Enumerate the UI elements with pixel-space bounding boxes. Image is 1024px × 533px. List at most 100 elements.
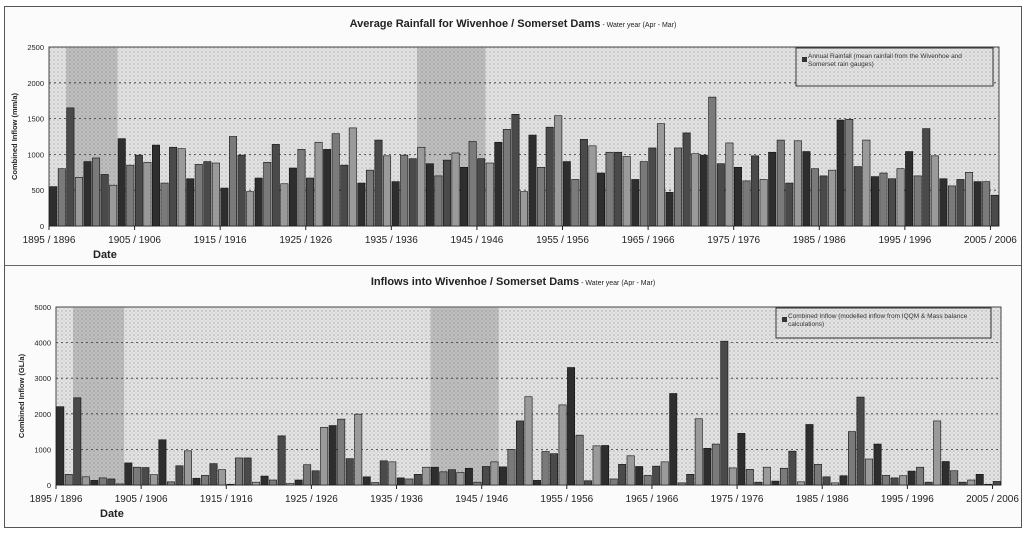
x-tick-label: 1895 / 1896 [30, 494, 83, 505]
bar-1982 [793, 140, 802, 227]
bar-1966 [656, 123, 665, 227]
bar-1968 [677, 482, 686, 486]
bar-2005 [990, 194, 999, 227]
bar-1955 [567, 367, 576, 486]
bar-1959 [597, 172, 606, 227]
bar-1923 [294, 479, 303, 486]
bar-1909 [175, 465, 184, 486]
bar-1927 [323, 149, 332, 227]
x-tick-label: 1915 / 1916 [194, 235, 247, 246]
x-axis-label: Date [93, 249, 117, 261]
bar-1918 [252, 481, 261, 486]
bar-1956 [575, 434, 584, 486]
bar-1926 [320, 427, 329, 486]
chart-subtitle: - Water year (Apr - Mar) [600, 22, 676, 29]
bar-2003 [973, 181, 982, 227]
bar-2004 [984, 483, 993, 486]
bar-1992 [882, 475, 891, 486]
bar-1960 [609, 478, 618, 486]
bar-1996 [916, 466, 925, 486]
bar-1930 [354, 413, 363, 486]
y-tick-label: 1000 [34, 445, 51, 454]
bar-1972 [711, 443, 720, 486]
bar-1933 [379, 460, 388, 486]
bar-1979 [771, 480, 780, 486]
bar-1999 [939, 178, 948, 227]
bar-1967 [665, 192, 674, 227]
bar-1969 [686, 474, 695, 486]
bar-2003 [975, 474, 984, 486]
bar-1945 [477, 158, 486, 227]
bar-1934 [383, 155, 392, 227]
chart-title-main: Inflows into Wivenhoe / Somerset Dams [371, 276, 579, 288]
bar-1995 [905, 151, 914, 227]
bar-1977 [754, 481, 763, 486]
bar-1952 [541, 451, 550, 486]
bar-1915 [220, 187, 229, 227]
bar-1998 [930, 155, 939, 227]
bar-1973 [716, 163, 725, 227]
inflow-chart: 0 1000 2000 3000 4000 5000 1895 / 1896 1905 / 1… [17, 276, 1019, 520]
x-tick-label: 1955 / 1956 [540, 494, 593, 505]
bar-1951 [533, 480, 541, 486]
x-tick-label: 1925 / 1926 [285, 494, 338, 505]
bar-1957 [579, 139, 588, 227]
bar-1992 [879, 172, 888, 227]
bar-1998 [933, 420, 942, 486]
bar-1969 [682, 132, 691, 227]
y-axis-label: Combined Inflow (mm/a) [10, 92, 19, 180]
bar-1946 [485, 162, 494, 227]
bar-1945 [481, 466, 490, 486]
bar-1925 [311, 470, 320, 486]
bar-1987 [839, 475, 848, 486]
bar-1963 [631, 179, 640, 227]
bar-1928 [337, 418, 346, 486]
bar-1981 [785, 182, 794, 227]
bar-1910 [177, 148, 186, 227]
bar-1918 [246, 191, 255, 227]
bar-1899 [83, 161, 92, 227]
bar-1912 [201, 475, 209, 486]
panel-divider [5, 265, 1021, 266]
bar-1994 [899, 475, 908, 486]
legend-label: Combined Inflow (modelled inflow from IQ… [788, 313, 968, 328]
bar-1997 [922, 128, 931, 227]
legend-text-wrap: Combined Inflow (modelled inflow from IQ… [788, 313, 968, 328]
bar-1907 [158, 439, 167, 486]
bar-1927 [328, 425, 337, 486]
bar-1958 [592, 445, 601, 486]
legend-swatch [802, 57, 807, 62]
bar-1964 [639, 161, 648, 227]
y-tick-label: 3000 [34, 374, 51, 383]
bar-1970 [691, 153, 700, 227]
figure-frame: 0 500 1000 1500 2000 2500 1895 / 1896 1905 / 19… [4, 6, 1022, 528]
bar-1895 [56, 406, 65, 486]
bar-1974 [725, 142, 734, 227]
bar-1919 [254, 177, 263, 227]
bar-1920 [269, 479, 278, 486]
bar-1984 [814, 464, 822, 486]
bar-1909 [169, 146, 178, 227]
bar-1960 [605, 151, 614, 227]
bar-1904 [126, 164, 135, 227]
y-axis-label: Combined Inflow (GL/a) [17, 353, 26, 438]
bar-1976 [745, 469, 754, 486]
x-axis-label: Date [100, 508, 124, 520]
bar-1981 [788, 450, 797, 486]
bar-1985 [822, 476, 831, 486]
bar-1963 [635, 466, 644, 486]
bar-1942 [451, 152, 460, 227]
x-tick-label: 1995 / 1996 [881, 494, 934, 505]
bar-1914 [211, 162, 220, 227]
bar-1986 [828, 169, 837, 227]
bar-1912 [194, 164, 203, 227]
bar-1932 [371, 482, 380, 486]
chart-title: Average Rainfall for Wivenhoe / Somerset… [350, 18, 677, 30]
x-tick-label: 1945 / 1946 [455, 494, 508, 505]
x-tick-label: 1905 / 1906 [108, 235, 161, 246]
y-tick-label: 2000 [27, 79, 44, 88]
bar-1980 [776, 139, 785, 227]
bar-1991 [873, 443, 882, 486]
x-tick-label: 1965 / 1966 [622, 235, 675, 246]
bar-1913 [209, 463, 218, 486]
